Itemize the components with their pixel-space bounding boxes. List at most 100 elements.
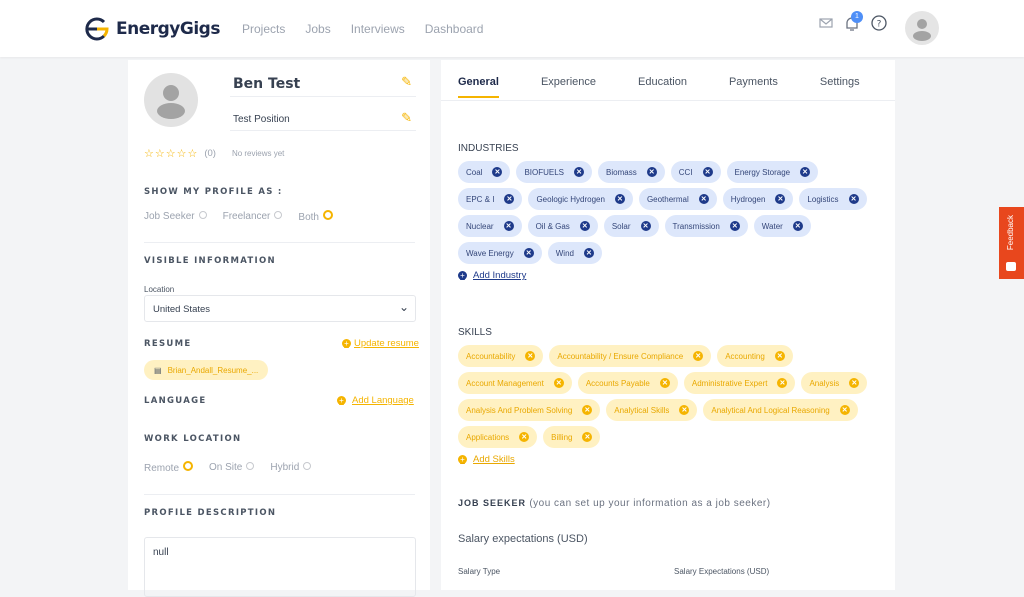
radio-freelancer[interactable]: Freelancer [223,211,291,222]
profile-name: Ben Test [233,76,301,92]
remove-icon[interactable]: ✕ [583,248,594,258]
remove-icon[interactable]: ✕ [525,351,536,361]
top-header: EnergyGigs Projects Jobs Interviews Dash… [0,0,1024,57]
skill-chip: Analytical Skills ✕ [606,399,698,421]
name-field[interactable]: Ben Test ✎ [230,70,416,97]
nav-dashboard[interactable]: Dashboard [424,22,484,36]
radio-job-seeker[interactable]: Job Seeker [144,211,215,222]
industry-chip: Wave Energy ✕ [458,242,542,264]
remove-icon[interactable]: ✕ [679,405,690,415]
remove-icon[interactable]: ✕ [659,378,670,388]
edit-name-pencil-icon[interactable]: ✎ [401,74,412,89]
remove-icon[interactable]: ✕ [519,432,530,442]
add-language-link[interactable]: + Add Language [337,395,414,406]
feedback-icon [1006,262,1016,271]
profile-description-textarea[interactable]: null [144,537,416,597]
notification-badge: 1 [851,11,863,23]
skills-list: Accountability ✕ Accountability / Ensure C… [458,345,878,448]
location-label: Location [144,285,175,294]
remove-icon[interactable]: ✕ [523,248,534,258]
tab-general[interactable]: General [458,76,499,98]
notifications-button[interactable]: 1 [844,11,863,32]
remove-icon[interactable]: ✕ [640,221,651,231]
remove-icon[interactable]: ✕ [849,378,860,388]
profile-avatar[interactable] [144,73,198,127]
energygigs-logo-icon [85,17,109,41]
radio-remote[interactable]: Remote [144,461,201,474]
industry-chip: EPC & I ✕ [458,188,523,210]
remove-icon[interactable]: ✕ [574,167,585,177]
skill-chip: Administrative Expert ✕ [683,372,796,394]
add-industry-link[interactable]: + Add Industry [458,270,526,281]
profile-description-label: PROFILE DESCRIPTION [144,508,277,518]
skill-chip: Accounting ✕ [717,345,793,367]
job-seeker-heading: JOB SEEKER (you can set up your informat… [458,498,771,509]
tab-education[interactable]: Education [638,76,687,88]
industry-chip: CCI ✕ [670,161,721,183]
remove-icon[interactable]: ✕ [729,221,740,231]
nav-projects[interactable]: Projects [242,22,286,36]
radio-on-site[interactable]: On Site [209,462,262,473]
user-avatar[interactable] [905,11,939,45]
remove-icon[interactable]: ✕ [839,405,850,415]
plus-icon: + [337,396,346,405]
industry-chip: Geologic Hydrogen ✕ [528,188,633,210]
remove-icon[interactable]: ✕ [775,194,786,204]
chevron-down-icon: ⌄ [398,300,409,314]
feedback-tab[interactable]: Feedback [999,207,1024,279]
remove-icon[interactable]: ✕ [800,167,811,177]
remove-icon[interactable]: ✕ [646,167,657,177]
reviews-text: No reviews yet [231,149,285,158]
radio-hybrid[interactable]: Hybrid [270,462,319,473]
radio-both[interactable]: Both [298,210,341,223]
nav-interviews[interactable]: Interviews [350,22,405,36]
svg-text:?: ? [877,20,882,30]
star-rating-icon: ☆☆☆☆☆ [144,148,199,160]
resume-file-chip[interactable]: ▤ Brian_Andall_Resume_... [144,360,269,380]
add-skills-link[interactable]: + Add Skills [458,454,515,465]
industry-chip: Energy Storage ✕ [726,161,819,183]
remove-icon[interactable]: ✕ [579,221,590,231]
industry-chip: Biomass ✕ [598,161,665,183]
tab-payments[interactable]: Payments [728,76,778,88]
industry-chip: Logistics ✕ [799,188,867,210]
details-card: General Experience Education Payments Se… [441,60,895,590]
remove-icon[interactable]: ✕ [504,194,515,204]
remove-icon[interactable]: ✕ [702,167,713,177]
industry-chip: Solar ✕ [603,215,659,237]
document-icon: ▤ [154,365,162,375]
remove-icon[interactable]: ✕ [614,194,625,204]
location-value: United States [153,304,211,315]
position-field[interactable]: Test Position ✎ [230,107,416,131]
remove-icon[interactable]: ✕ [698,194,709,204]
remove-icon[interactable]: ✕ [553,378,564,388]
remove-icon[interactable]: ✕ [503,221,514,231]
edit-position-pencil-icon[interactable]: ✎ [401,110,412,125]
remove-icon[interactable]: ✕ [777,378,788,388]
salary-expectations-label: Salary Expectations (USD) [674,567,770,576]
location-select[interactable]: United States ⌄ [144,295,416,322]
remove-icon[interactable]: ✕ [848,194,859,204]
remove-icon[interactable]: ✕ [693,351,704,361]
nav-jobs[interactable]: Jobs [305,22,331,36]
tab-settings[interactable]: Settings [819,76,860,88]
remove-icon[interactable]: ✕ [582,432,593,442]
update-resume-link[interactable]: + Update resume [342,338,419,349]
remove-icon[interactable]: ✕ [582,405,593,415]
tab-experience[interactable]: Experience [540,76,597,88]
brand-name: EnergyGigs [116,19,220,39]
work-location-radio-group: Remote On Site Hybrid [144,461,319,474]
remove-icon[interactable]: ✕ [774,351,785,361]
skills-label: SKILLS [458,327,492,338]
mail-icon[interactable] [818,16,834,30]
work-location-label: WORK LOCATION [144,434,242,444]
show-profile-as-label: SHOW MY PROFILE AS : [144,187,283,197]
profile-card: Ben Test ✎ Test Position ✎ ☆☆☆☆☆ (0) No … [128,60,430,597]
remove-icon[interactable]: ✕ [792,221,803,231]
remove-icon[interactable]: ✕ [492,167,503,177]
profile-position: Test Position [233,114,290,125]
industries-label: INDUSTRIES [458,143,519,154]
brand-logo[interactable]: EnergyGigs [84,16,220,42]
help-icon[interactable]: ? [870,14,888,32]
skill-chip: Analysis And Problem Solving ✕ [458,399,601,421]
